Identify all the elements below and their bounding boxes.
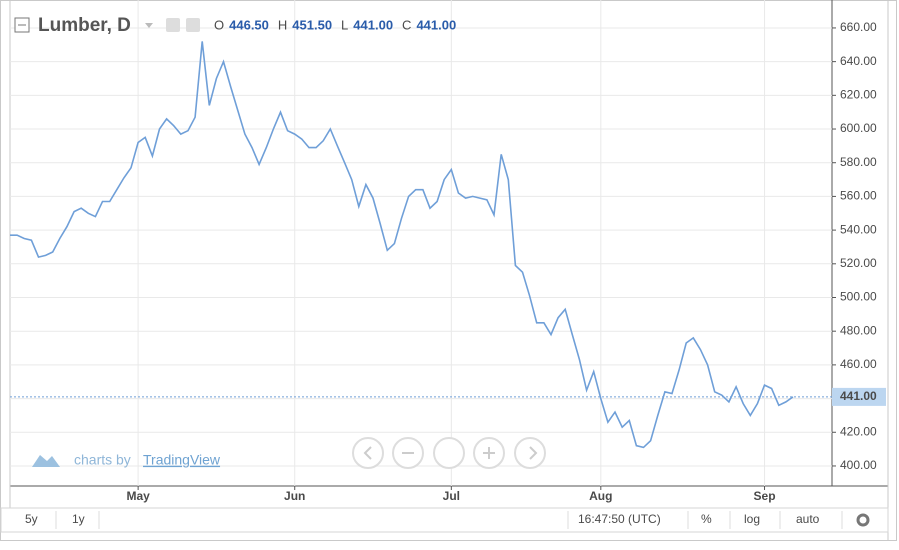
y-tick-label: 560.00 [840, 189, 877, 203]
legend-header: Lumber, D O 446.50 H 451.50 L 441.00 C 441.00 [14, 15, 456, 36]
watermark-brand[interactable]: TradingView [143, 452, 221, 468]
dropdown-icon[interactable] [145, 23, 153, 28]
last-value-label: 441.00 [840, 389, 877, 403]
ohlc-value: 441.00 [416, 17, 456, 32]
y-tick-label: 400.00 [840, 458, 877, 472]
scale-button[interactable]: log [744, 512, 760, 526]
ohlc-key: L [341, 17, 348, 32]
ohlc-key: C [402, 17, 411, 32]
settings-gear[interactable] [856, 513, 870, 527]
ohlc-key: O [214, 17, 224, 32]
y-tick-label: 420.00 [840, 424, 877, 438]
price-line [10, 41, 794, 449]
scroll-right-button[interactable] [514, 437, 546, 469]
scale-button[interactable]: auto [796, 512, 820, 526]
range-button[interactable]: 1y [72, 512, 85, 526]
y-tick-label: 540.00 [840, 222, 877, 236]
tradingview-logo [32, 455, 60, 467]
y-tick-label: 580.00 [840, 155, 877, 169]
x-tick-label: Jul [443, 489, 460, 503]
range-button[interactable]: 5y [25, 512, 38, 526]
y-tick-label: 460.00 [840, 357, 877, 371]
y-tick-label: 520.00 [840, 256, 877, 270]
symbol-title: Lumber, D [38, 15, 131, 36]
clock: 16:47:50 (UTC) [578, 512, 661, 526]
scale-button[interactable]: % [701, 512, 712, 526]
y-tick-label: 660.00 [840, 20, 877, 34]
scroll-left-button[interactable] [352, 437, 384, 469]
ohlc-value: 441.00 [353, 17, 393, 32]
bottom-toolbar [0, 507, 889, 533]
y-tick-label: 500.00 [840, 290, 877, 304]
ohlc-key: H [278, 17, 287, 32]
ohlc-value: 451.50 [292, 17, 332, 32]
x-tick-label: May [126, 489, 150, 503]
last-value-tag [832, 387, 886, 406]
close-icon[interactable] [186, 18, 200, 32]
zoom-controls [352, 437, 546, 469]
y-tick-label: 640.00 [840, 54, 877, 68]
settings-icon[interactable] [166, 18, 180, 32]
x-tick-label: Sep [754, 489, 776, 503]
watermark-prefix: charts by [74, 452, 131, 468]
reset-button[interactable] [433, 437, 465, 469]
zoom-glyphs [402, 447, 495, 459]
ohlc-value: 446.50 [229, 17, 269, 32]
y-tick-label: 620.00 [840, 88, 877, 102]
x-tick-label: Aug [589, 489, 612, 503]
x-tick-label: Jun [284, 489, 305, 503]
arrow-glyphs [363, 446, 538, 460]
y-tick-label: 600.00 [840, 121, 877, 135]
y-tick-label: 480.00 [840, 323, 877, 337]
